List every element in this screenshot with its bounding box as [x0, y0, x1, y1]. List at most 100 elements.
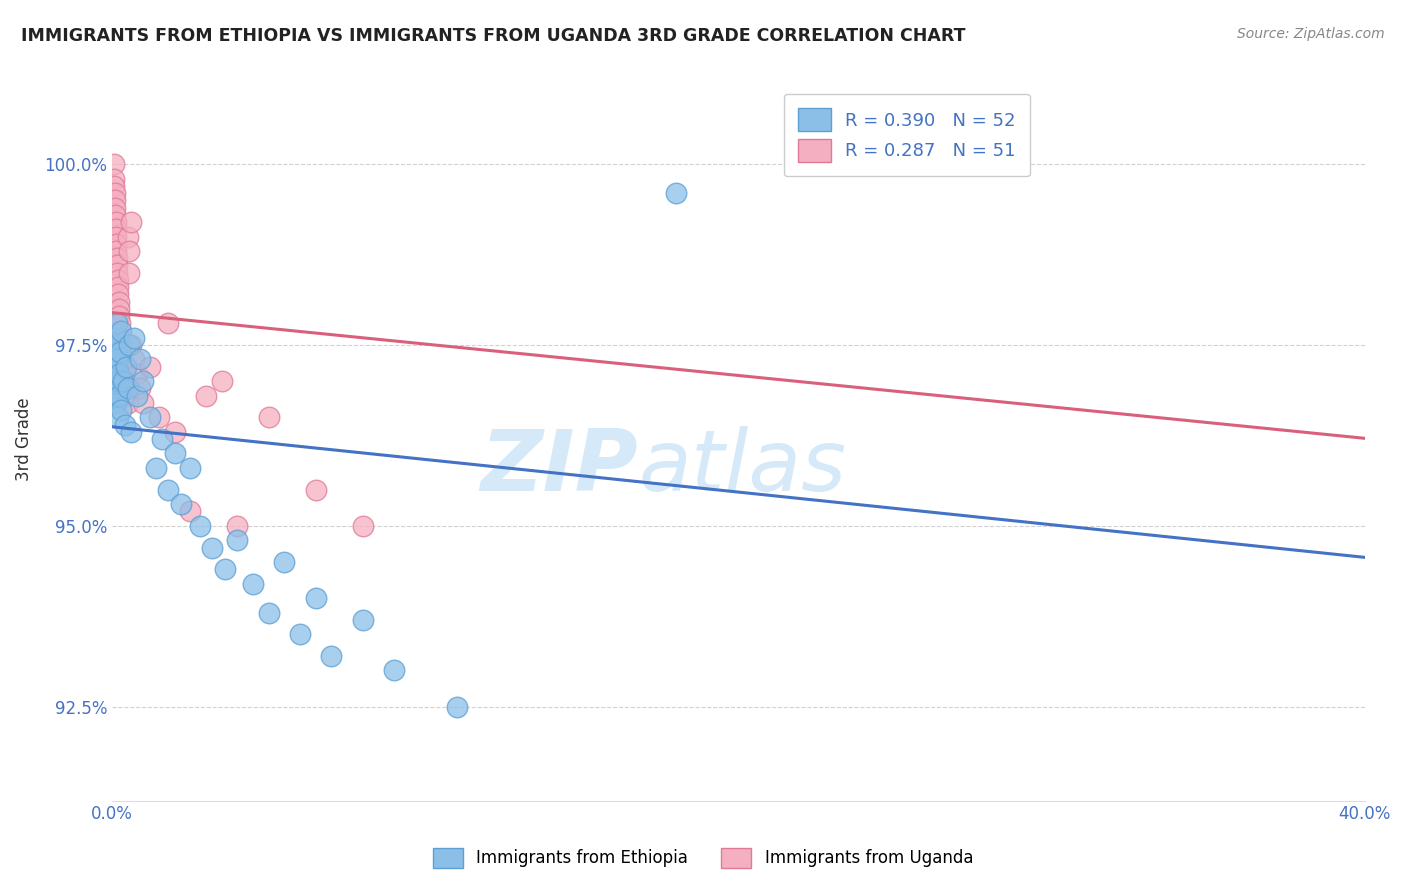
Point: [120, 215, 142, 229]
Point: [163, 425, 186, 439]
Point: [321, 648, 343, 663]
Point: [105, 345, 128, 359]
Point: [304, 591, 326, 606]
Point: [107, 294, 129, 309]
Point: [120, 425, 142, 439]
Point: [103, 171, 125, 186]
Point: [145, 461, 167, 475]
Point: [821, 157, 844, 171]
Point: [105, 266, 128, 280]
Point: [111, 359, 134, 374]
Point: [129, 381, 152, 395]
Point: [201, 541, 224, 555]
Point: [104, 338, 127, 352]
Point: [115, 389, 138, 403]
Point: [108, 367, 131, 381]
Point: [104, 367, 127, 381]
Point: [352, 518, 374, 533]
Point: [214, 562, 236, 576]
Point: [104, 194, 127, 208]
Point: [110, 403, 132, 417]
Point: [129, 352, 152, 367]
Point: [103, 178, 125, 193]
Point: [132, 374, 155, 388]
Point: [107, 287, 129, 301]
Point: [105, 252, 128, 266]
Point: [120, 338, 142, 352]
Point: [115, 359, 138, 374]
Point: [103, 374, 125, 388]
Point: [107, 374, 129, 388]
Point: [105, 244, 128, 258]
Point: [194, 389, 217, 403]
Point: [242, 576, 264, 591]
Point: [108, 389, 131, 403]
Point: [125, 389, 148, 403]
Point: [665, 186, 688, 201]
Point: [104, 215, 127, 229]
Point: [118, 244, 141, 258]
Legend: Immigrants from Ethiopia, Immigrants from Uganda: Immigrants from Ethiopia, Immigrants fro…: [426, 841, 980, 875]
Point: [304, 483, 326, 497]
Point: [107, 280, 129, 294]
Point: [104, 186, 127, 201]
Point: [132, 396, 155, 410]
Point: [110, 331, 132, 345]
Point: [179, 461, 201, 475]
Point: [103, 389, 125, 403]
Point: [104, 222, 127, 236]
Point: [125, 367, 148, 381]
Point: [138, 410, 160, 425]
Point: [103, 157, 125, 171]
Point: [122, 331, 145, 345]
Point: [179, 504, 201, 518]
Point: [105, 259, 128, 273]
Text: ZIP: ZIP: [481, 426, 638, 509]
Legend: R = 0.390   N = 52, R = 0.287   N = 51: R = 0.390 N = 52, R = 0.287 N = 51: [783, 94, 1031, 177]
Point: [352, 613, 374, 627]
Point: [104, 381, 127, 395]
Point: [105, 331, 128, 345]
Text: Source: ZipAtlas.com: Source: ZipAtlas.com: [1237, 27, 1385, 41]
Point: [105, 396, 128, 410]
Point: [108, 309, 131, 323]
Point: [117, 229, 139, 244]
Text: atlas: atlas: [638, 426, 846, 509]
Point: [107, 410, 129, 425]
Point: [148, 410, 170, 425]
Point: [188, 518, 211, 533]
Point: [257, 410, 280, 425]
Point: [163, 446, 186, 460]
Y-axis label: 3rd Grade: 3rd Grade: [15, 397, 32, 481]
Point: [157, 316, 180, 330]
Point: [105, 236, 128, 251]
Point: [117, 396, 139, 410]
Point: [837, 157, 859, 171]
Point: [110, 338, 132, 352]
Point: [107, 352, 129, 367]
Point: [104, 208, 127, 222]
Point: [446, 699, 468, 714]
Point: [288, 627, 311, 641]
Point: [117, 381, 139, 395]
Point: [110, 324, 132, 338]
Point: [107, 273, 129, 287]
Point: [118, 338, 141, 352]
Point: [105, 229, 128, 244]
Point: [138, 359, 160, 374]
Point: [111, 374, 134, 388]
Point: [105, 316, 128, 330]
Point: [382, 664, 405, 678]
Point: [114, 417, 136, 432]
Point: [104, 201, 127, 215]
Text: IMMIGRANTS FROM ETHIOPIA VS IMMIGRANTS FROM UGANDA 3RD GRADE CORRELATION CHART: IMMIGRANTS FROM ETHIOPIA VS IMMIGRANTS F…: [21, 27, 966, 45]
Point: [108, 345, 131, 359]
Point: [108, 316, 131, 330]
Point: [257, 606, 280, 620]
Point: [114, 374, 136, 388]
Point: [226, 533, 249, 548]
Point: [170, 497, 193, 511]
Point: [226, 518, 249, 533]
Point: [157, 483, 180, 497]
Point: [111, 352, 134, 367]
